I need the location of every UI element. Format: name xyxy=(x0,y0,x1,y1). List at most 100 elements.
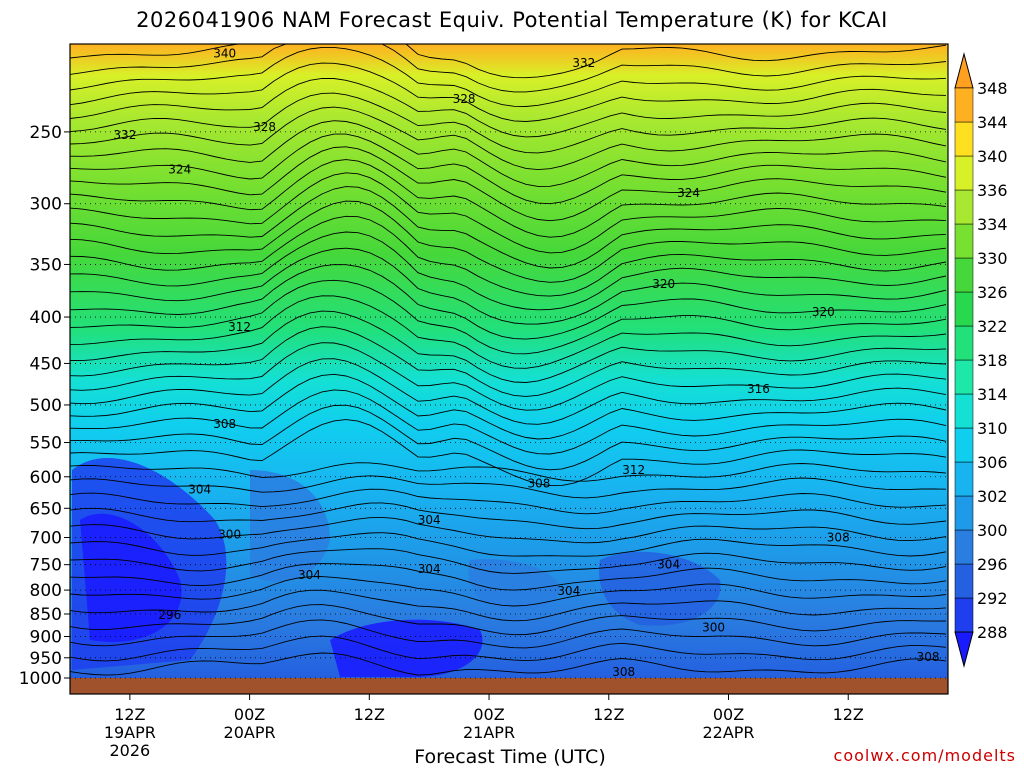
contour-line xyxy=(69,652,947,676)
colorbar-swatch xyxy=(954,291,974,327)
contour-line xyxy=(69,563,947,591)
colorbar-swatch xyxy=(954,155,974,191)
colorbar-label: 292 xyxy=(977,589,1008,608)
contour-line xyxy=(69,310,947,383)
colorbar-label: 344 xyxy=(977,113,1008,132)
contour-line xyxy=(69,264,947,340)
y-tick-label: 600 xyxy=(30,468,62,488)
contour-label: 304 xyxy=(298,568,321,582)
contour-label: 328 xyxy=(453,92,476,106)
y-tick-label: 300 xyxy=(30,195,62,215)
contour-line xyxy=(69,576,947,607)
x-tick-label: 12Z xyxy=(593,705,624,724)
contour-line xyxy=(69,46,947,107)
contour-line xyxy=(69,488,947,515)
y-tick-label: 400 xyxy=(30,308,62,328)
contour-line xyxy=(69,532,947,557)
contour-line xyxy=(69,231,947,311)
x-tick-label: 00Z xyxy=(713,705,744,724)
colorbar-swatch xyxy=(954,359,974,395)
contour-line xyxy=(69,62,947,122)
contour-line xyxy=(69,419,947,487)
colorbar-label: 340 xyxy=(977,147,1008,166)
contour-line xyxy=(69,120,947,187)
contour-label: 324 xyxy=(168,162,191,176)
contour-label: 320 xyxy=(652,277,675,291)
x-axis-label: Forecast Time (UTC) xyxy=(414,746,606,768)
colorbar-bottom-arrow xyxy=(954,631,974,668)
contour-label: 308 xyxy=(213,417,236,431)
contour-line xyxy=(69,43,947,93)
x-tick-label: 12Z xyxy=(114,705,145,724)
y-tick-label: 800 xyxy=(30,581,62,601)
contour-line xyxy=(69,462,947,482)
contour-line xyxy=(69,635,947,662)
x-tick-label: 2026 xyxy=(110,741,151,760)
contour-line xyxy=(69,77,947,138)
colorbar-swatch xyxy=(954,223,974,259)
contour-line xyxy=(70,404,947,471)
contour-line xyxy=(69,279,947,355)
contour-labels: 340 332 328 332 328 324 324 320 320 312 316 308 312 3… xyxy=(113,47,939,679)
contour-line xyxy=(69,475,947,499)
colorbar-label: 318 xyxy=(977,351,1008,370)
x-tick-label: 00Z xyxy=(473,705,504,724)
colorbar-swatch xyxy=(954,325,974,361)
y-tick-label: 750 xyxy=(30,556,62,576)
y-tick-label: 450 xyxy=(30,354,62,374)
contour-label: 308 xyxy=(917,650,940,664)
contour-label: 332 xyxy=(113,128,136,142)
colorbar-swatch xyxy=(954,393,974,429)
colorbar-swatch xyxy=(954,597,974,633)
colorbar-label: 310 xyxy=(977,419,1008,438)
y-tick-label: 250 xyxy=(30,123,62,143)
contour-label: 324 xyxy=(677,186,700,200)
colorbar-label: 302 xyxy=(977,487,1008,506)
colorbar-label: 334 xyxy=(977,215,1008,234)
contour-line xyxy=(69,92,947,154)
axes: 2503003504004505005506006507007508008509… xyxy=(19,43,949,760)
contour-label: 312 xyxy=(622,463,645,477)
contour-label: 304 xyxy=(557,584,580,598)
colorbar-label: 288 xyxy=(977,623,1008,642)
x-tick-label: 21APR xyxy=(463,723,515,742)
contour-label: 300 xyxy=(702,621,725,635)
contour-label: 304 xyxy=(418,513,441,527)
colorbar-swatch xyxy=(954,189,974,225)
plot-fill xyxy=(70,44,948,694)
contour-label: 332 xyxy=(572,56,595,70)
colorbar-swatch xyxy=(954,529,974,565)
contour-lines xyxy=(69,43,947,676)
contour-line xyxy=(69,295,947,369)
y-tick-label: 950 xyxy=(30,649,62,669)
y-tick-label: 650 xyxy=(30,499,62,519)
colorbar-swatch xyxy=(954,121,974,157)
colorbar-label: 330 xyxy=(977,249,1008,268)
contour-line xyxy=(69,200,947,283)
contour-line xyxy=(69,502,947,530)
colorbar-label: 296 xyxy=(977,555,1008,574)
colorbar-swatch xyxy=(954,427,974,463)
contour-label: 328 xyxy=(253,120,276,134)
colorbar-label: 300 xyxy=(977,521,1008,540)
field-blob-2 xyxy=(330,619,483,677)
contour-line xyxy=(69,342,947,411)
y-tick-label: 1000 xyxy=(19,669,62,689)
contour-label: 308 xyxy=(612,665,635,679)
y-tick-label: 900 xyxy=(30,627,62,647)
colorbar-label: 322 xyxy=(977,317,1008,336)
contour-label: 296 xyxy=(158,608,181,622)
contour-label: 308 xyxy=(527,476,550,490)
contour-line xyxy=(69,589,947,622)
colorbar-swatch xyxy=(954,461,974,497)
colorbar-label: 336 xyxy=(977,181,1008,200)
field-blob-5 xyxy=(250,470,330,582)
contour-line xyxy=(69,43,947,79)
contour-line xyxy=(69,146,947,222)
credit-text: coolwx.com/modelts xyxy=(833,746,1016,765)
y-tick-label: 700 xyxy=(30,528,62,548)
contour-label: 304 xyxy=(657,558,680,572)
contour-label: 304 xyxy=(188,483,211,497)
y-tick-label: 550 xyxy=(30,433,62,453)
